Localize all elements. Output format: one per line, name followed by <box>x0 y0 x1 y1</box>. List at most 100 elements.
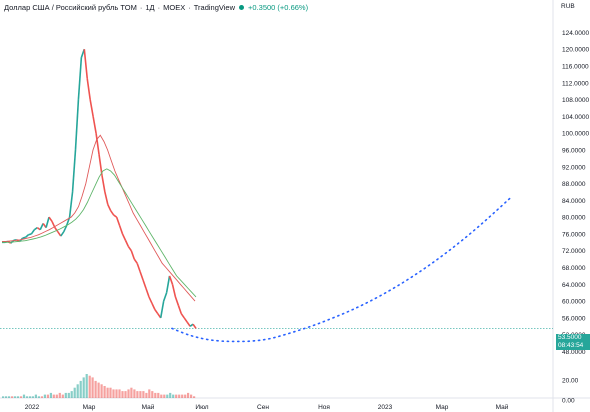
price-segment <box>139 271 144 281</box>
moving-average-fast <box>2 134 196 302</box>
x-tick-label: 2023 <box>378 404 393 411</box>
volume-bar <box>79 380 82 398</box>
y-tick-label: 56.0000 <box>562 315 586 322</box>
price-segment <box>177 305 183 314</box>
price-segment <box>33 226 38 231</box>
volume-bar <box>172 394 175 398</box>
price-segment <box>110 210 115 216</box>
volume-bar <box>25 396 29 398</box>
price-segment <box>45 216 50 228</box>
volume-bar <box>49 392 52 398</box>
price-segment <box>60 231 65 237</box>
volume-bar <box>106 387 109 398</box>
y-tick-label: 92.0000 <box>562 164 586 171</box>
volume-bar <box>70 391 73 398</box>
volume-bar <box>157 392 160 398</box>
volume-bar <box>88 375 91 398</box>
price-segment <box>68 191 74 218</box>
price-segment <box>118 225 124 235</box>
volume-bar <box>187 392 190 398</box>
volume-bar <box>40 396 43 398</box>
volume-bar <box>175 394 178 398</box>
volume-bar <box>136 391 139 398</box>
y-tick-label: 68.0000 <box>562 265 586 272</box>
price-segment <box>159 300 165 319</box>
y-tick-label: 96.0000 <box>562 147 586 154</box>
volume-bar <box>46 394 49 398</box>
source-label: TradingView <box>193 3 236 12</box>
price-segment <box>171 284 177 298</box>
volume-bar <box>160 394 163 398</box>
price-segment <box>86 78 91 100</box>
y-tick-label: 120.0000 <box>562 47 589 54</box>
price-segment <box>183 317 188 323</box>
y-tick-label: 76.0000 <box>562 231 586 238</box>
x-tick-label: Май <box>142 403 155 411</box>
price-segment <box>24 234 29 238</box>
volume-bar <box>97 382 100 398</box>
price-segment <box>113 214 118 218</box>
interval-label: 1Д <box>145 3 155 12</box>
y-tick-label: 60.0000 <box>562 299 586 306</box>
x-tick-label: Май <box>496 403 509 411</box>
volume-bar <box>67 392 70 398</box>
volume-bar <box>52 394 55 398</box>
volume-bar <box>193 396 196 398</box>
currency-label: RUB <box>561 3 575 10</box>
volume-bar <box>37 396 40 398</box>
y-tick-label: 84.0000 <box>562 198 586 205</box>
x-tick-label: Сен <box>257 404 269 411</box>
volume-tick-label: 0.00 <box>562 398 575 405</box>
price-segment <box>83 49 89 79</box>
price-segment <box>124 239 130 247</box>
price-segment <box>95 133 100 155</box>
price-segment <box>142 279 147 289</box>
volume-bar <box>184 394 187 398</box>
price-segment <box>89 99 94 117</box>
volume-bar <box>139 391 142 398</box>
volume-bar <box>133 389 136 398</box>
y-tick-label: 80.0000 <box>562 215 586 222</box>
moving-average-slow <box>2 168 197 298</box>
volume-bar <box>163 394 166 398</box>
price-segment <box>22 236 26 239</box>
exchange-label: MOEX <box>163 3 186 12</box>
volume-bar <box>91 377 94 398</box>
volume-bar <box>112 389 115 398</box>
y-tick-label: 64.0000 <box>562 282 586 289</box>
price-segment <box>136 263 141 272</box>
last-price-value: 53.5000 <box>558 334 582 341</box>
price-segment <box>74 99 80 151</box>
volume-bar <box>82 377 85 398</box>
price-segment <box>98 154 103 176</box>
volume-bar <box>121 391 124 398</box>
volume-bar <box>154 392 157 398</box>
price-segment <box>39 223 44 231</box>
y-tick-label: 88.0000 <box>562 181 586 188</box>
volume-bar <box>11 396 14 398</box>
price-segment <box>154 309 159 315</box>
volume-bar <box>115 389 118 398</box>
price-segment <box>54 227 59 233</box>
price-segment <box>63 225 68 233</box>
volume-bar <box>34 394 37 398</box>
volume-bar <box>178 394 181 398</box>
price-segment <box>168 275 174 285</box>
y-tick-label: 104.0000 <box>562 114 589 121</box>
y-tick-label: 72.0000 <box>562 248 586 255</box>
volume-bar <box>151 391 154 398</box>
chart-legend: Доллар США / Российский рубль TOM · 1Д ·… <box>4 3 309 12</box>
y-tick-label: 48.0000 <box>562 349 586 356</box>
x-tick-label: Июл <box>195 404 208 411</box>
volume-bar <box>127 389 130 398</box>
volume-bar <box>5 396 8 398</box>
price-segment <box>115 216 121 226</box>
y-tick-label: 124.0000 <box>562 30 589 37</box>
volume-bar <box>100 384 103 398</box>
price-segment <box>148 296 153 304</box>
volume-bar <box>31 396 34 398</box>
volume-bar <box>130 387 133 398</box>
price-segment <box>192 323 197 329</box>
